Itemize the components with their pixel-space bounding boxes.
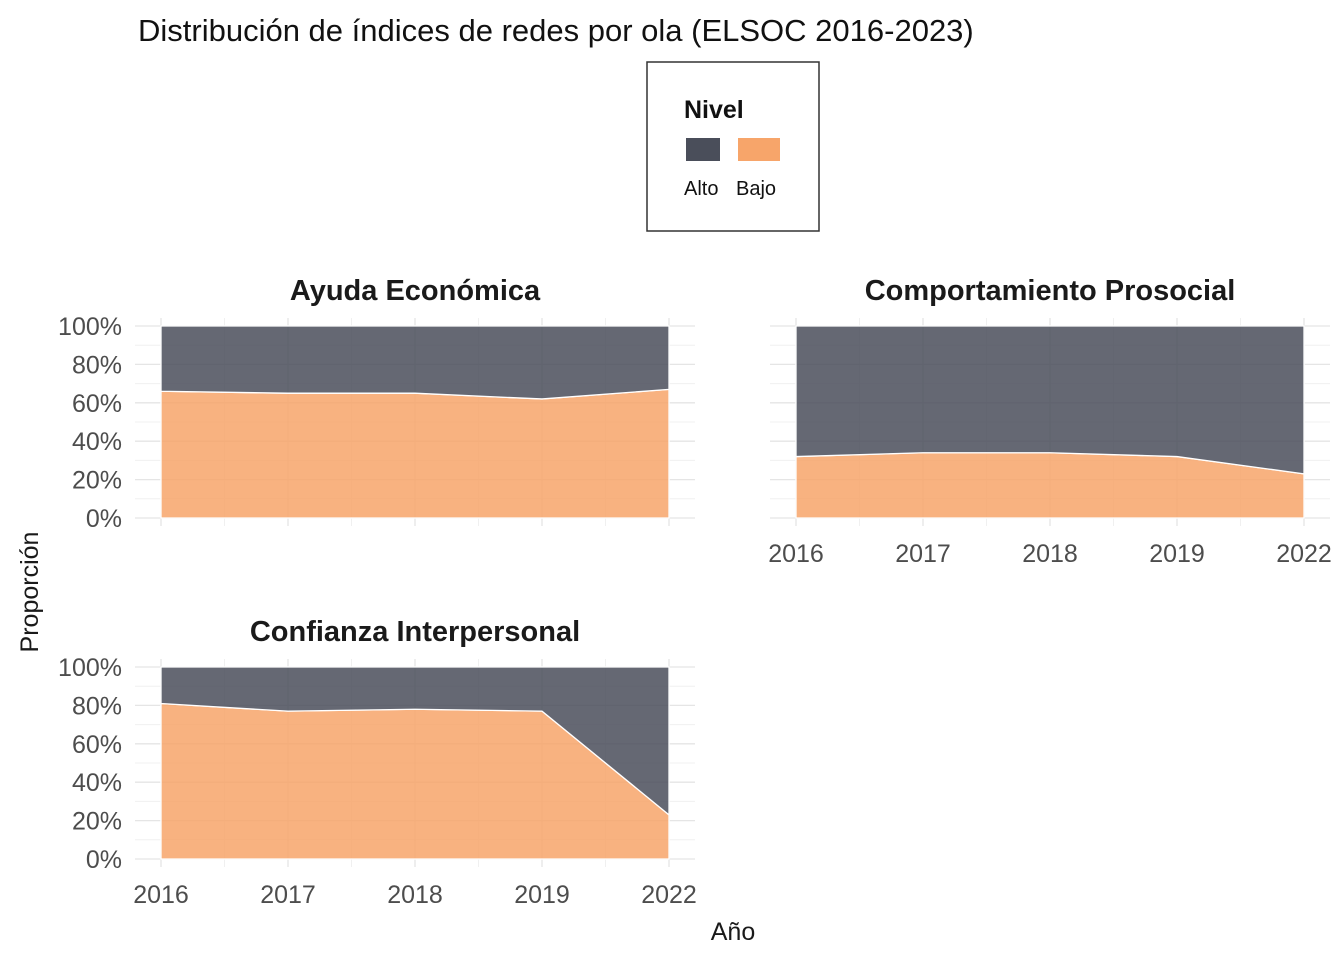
legend-label-alto: Alto (684, 178, 718, 200)
legend-box (646, 61, 820, 232)
x-tick-label: 2022 (641, 881, 697, 909)
x-tick-label: 2022 (1276, 540, 1332, 568)
y-tick-label: 80% (72, 351, 122, 379)
area-bajo (160, 388, 670, 519)
panel-confianza-interpersonal: Confianza Interpersonal 0% 20% 40% 60% 80% 100… (58, 616, 697, 909)
y-tick-label: 20% (72, 467, 122, 495)
x-tick-label: 2019 (1149, 540, 1205, 568)
y-tick-label: 40% (72, 769, 122, 797)
legend-label-bajo: Bajo (736, 178, 776, 200)
panel-ayuda-economica: Ayuda Económica 0% 20% 40% 60% 80% 100% (58, 275, 695, 533)
x-tick-label: 2018 (1022, 540, 1078, 568)
panel-title: Ayuda Económica (290, 275, 541, 307)
area-alto (160, 325, 670, 400)
y-tick-label: 60% (72, 731, 122, 759)
legend: Nivel Alto Bajo (646, 61, 820, 232)
area-alto (160, 666, 670, 816)
x-tick-label: 2017 (895, 540, 951, 568)
x-tick-label: 2016 (133, 881, 189, 909)
panel-title: Comportamiento Prosocial (865, 275, 1236, 307)
legend-title: Nivel (684, 96, 744, 124)
x-tick-label: 2016 (768, 540, 824, 568)
x-axis-title: Año (711, 918, 755, 946)
y-tick-label: 80% (72, 692, 122, 720)
facet-panels: Ayuda Económica 0% 20% 40% 60% 80% 100% Comport… (58, 275, 1332, 909)
y-tick-label: 20% (72, 808, 122, 836)
y-tick-label: 0% (86, 846, 122, 874)
chart-title: Distribución de índices de redes por ola… (138, 13, 974, 48)
y-tick-label: 0% (86, 505, 122, 533)
panel-comportamiento-prosocial: Comportamiento Prosocial 2016 2017 2018 2019… (768, 275, 1332, 568)
y-tick-label: 100% (58, 654, 122, 682)
y-tick-label: 40% (72, 428, 122, 456)
x-tick-label: 2019 (514, 881, 570, 909)
legend-swatch-alto (686, 138, 720, 161)
y-axis-title: Proporción (16, 532, 44, 653)
x-tick-label: 2018 (387, 881, 443, 909)
y-tick-label: 100% (58, 313, 122, 341)
x-tick-label: 2017 (260, 881, 316, 909)
y-tick-label: 60% (72, 390, 122, 418)
panel-title: Confianza Interpersonal (250, 616, 580, 648)
area-alto (795, 325, 1305, 475)
legend-swatch-bajo (738, 138, 780, 161)
